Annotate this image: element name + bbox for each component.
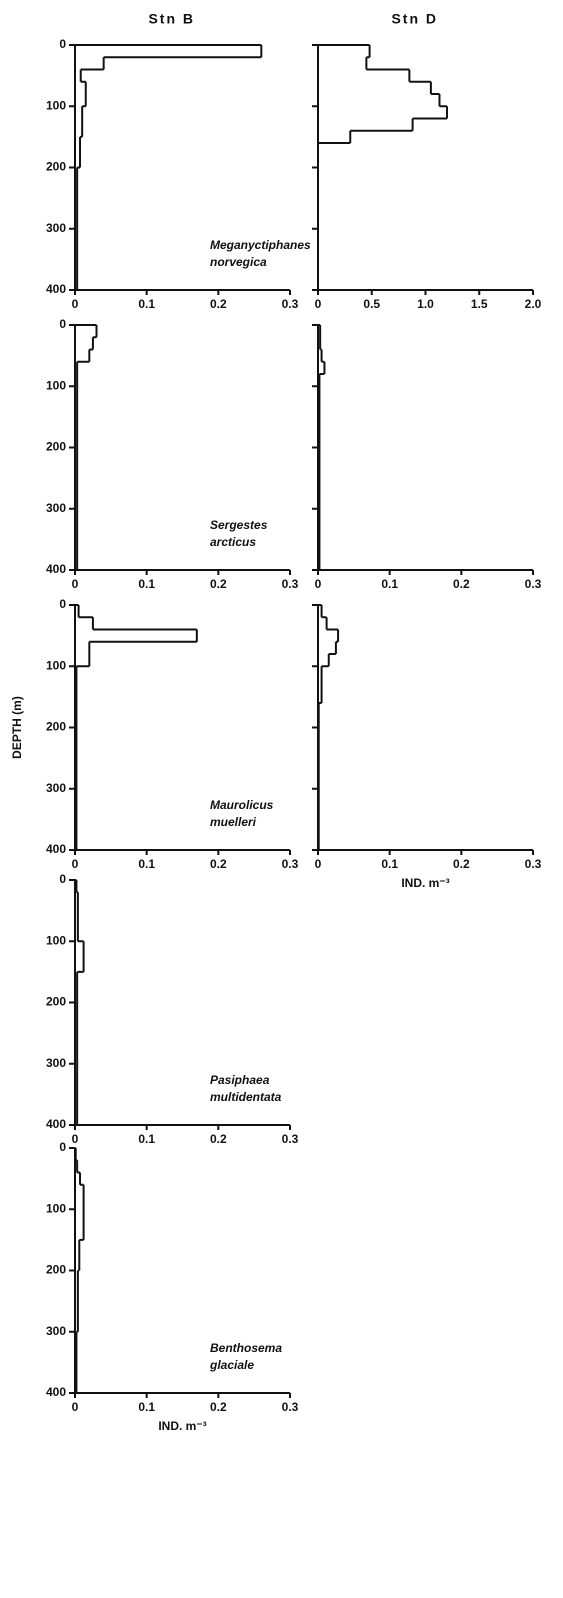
y-tick-label: 100 (46, 658, 66, 672)
x-tick-label: 1.0 (417, 297, 434, 311)
x-tick-label: 0.2 (453, 577, 470, 591)
y-tick-label: 100 (46, 378, 66, 392)
x-tick-label: 0.3 (282, 297, 299, 311)
species-name: Benthosema (210, 1341, 282, 1355)
x-tick-label: 0.2 (210, 1400, 227, 1414)
y-tick-label: 0 (59, 872, 66, 886)
x-tick-label: 0.1 (381, 577, 398, 591)
x-tick-label: 1.5 (471, 297, 488, 311)
x-tick-label: 0.2 (453, 857, 470, 871)
y-tick-label: 300 (46, 1056, 66, 1070)
y-tick-label: 200 (46, 995, 66, 1009)
species-name: glaciale (209, 1358, 254, 1372)
x-tick-label: 0.3 (525, 577, 542, 591)
x-tick-label: 0.2 (210, 1132, 227, 1146)
x-tick-label: 0.3 (282, 857, 299, 871)
y-tick-label: 200 (46, 720, 66, 734)
species-name: norvegica (210, 255, 267, 269)
species-name: arcticus (210, 535, 256, 549)
species-name: Pasiphaea (210, 1073, 270, 1087)
x-tick-label: 0 (315, 577, 322, 591)
x-tick-label: 0.1 (138, 297, 155, 311)
x-tick-label: 0.3 (525, 857, 542, 871)
x-tick-label: 0 (72, 577, 79, 591)
y-tick-label: 400 (46, 1117, 66, 1131)
x-tick-label: 0.3 (282, 1400, 299, 1414)
x-tick-label: 0.1 (138, 577, 155, 591)
y-tick-label: 400 (46, 282, 66, 296)
x-tick-label: 0 (315, 297, 322, 311)
y-tick-label: 400 (46, 842, 66, 856)
y-tick-label: 300 (46, 1324, 66, 1338)
y-tick-label: 100 (46, 98, 66, 112)
y-tick-label: 0 (59, 1140, 66, 1154)
y-tick-label: 300 (46, 221, 66, 235)
x-tick-label: 0.2 (210, 297, 227, 311)
x-tick-label: 0.3 (282, 1132, 299, 1146)
x-tick-label: 0.1 (138, 857, 155, 871)
x-tick-label: 0.2 (210, 577, 227, 591)
x-tick-label: 0.3 (282, 577, 299, 591)
x-axis-label: IND. m⁻³ (401, 876, 449, 890)
x-tick-label: 0 (72, 297, 79, 311)
species-name: Meganyctiphanes (210, 238, 311, 252)
y-axis-label: DEPTH (m) (10, 696, 24, 759)
x-tick-label: 0 (315, 857, 322, 871)
x-axis-label: IND. m⁻³ (158, 1419, 206, 1433)
x-tick-label: 0 (72, 1400, 79, 1414)
y-tick-label: 0 (59, 37, 66, 51)
y-tick-label: 300 (46, 781, 66, 795)
x-tick-label: 0.2 (210, 857, 227, 871)
y-tick-label: 0 (59, 317, 66, 331)
x-tick-label: 0 (72, 857, 79, 871)
y-tick-label: 200 (46, 440, 66, 454)
y-tick-label: 200 (46, 1263, 66, 1277)
y-tick-label: 200 (46, 160, 66, 174)
x-tick-label: 0.1 (138, 1400, 155, 1414)
x-tick-label: 0.5 (363, 297, 380, 311)
x-tick-label: 0.1 (138, 1132, 155, 1146)
y-tick-label: 400 (46, 562, 66, 576)
species-name: Maurolicus (210, 798, 274, 812)
y-tick-label: 0 (59, 597, 66, 611)
y-tick-label: 400 (46, 1385, 66, 1399)
y-tick-label: 100 (46, 1201, 66, 1215)
panel-title: Stn B (148, 11, 195, 27)
species-name: Sergestes (210, 518, 268, 532)
x-tick-label: 0 (72, 1132, 79, 1146)
species-name: muelleri (210, 815, 257, 829)
y-tick-label: 300 (46, 501, 66, 515)
x-tick-label: 0.1 (381, 857, 398, 871)
panel-title: Stn D (391, 11, 438, 27)
x-tick-label: 2.0 (525, 297, 542, 311)
y-tick-label: 100 (46, 933, 66, 947)
species-name: multidentata (210, 1090, 282, 1104)
